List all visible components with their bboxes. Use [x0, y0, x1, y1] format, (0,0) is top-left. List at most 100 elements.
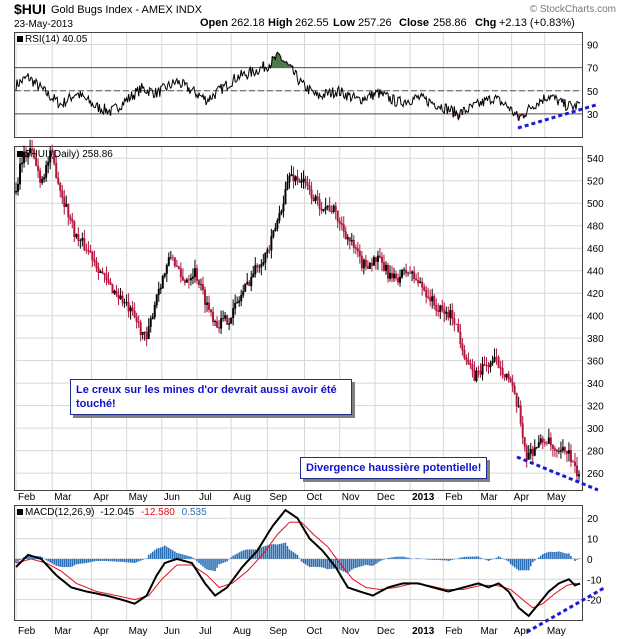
- macd-tick-0: -20: [587, 596, 602, 607]
- price-label: $HUI (Daily) 258.86: [25, 149, 113, 160]
- annotation-gold-bottom: Le creux sur les mines d'or devrait auss…: [70, 379, 352, 415]
- month-label-0-1: Feb: [18, 626, 36, 637]
- open-value: 262.18: [231, 17, 265, 29]
- month-label-2-0: Apr: [93, 492, 109, 503]
- price-tick-0: 260: [587, 469, 604, 480]
- rsi-tick-1: 50: [587, 87, 599, 98]
- month-label-14-1: Apr: [514, 626, 530, 637]
- axes: Feb Feb Mar Mar Apr Apr May May Jun Jun Jul Jul Aug A…: [18, 41, 604, 637]
- price-tick-10: 460: [587, 244, 604, 255]
- chart-date: 23-May-2013: [14, 19, 73, 30]
- month-label-4-1: Jun: [164, 626, 180, 637]
- price-tick-4: 340: [587, 379, 604, 390]
- chg-value: +2.13 (+0.83%): [499, 17, 575, 29]
- price-legend: $HUI (Daily) 258.86: [17, 149, 113, 160]
- price-legend-swatch: [17, 151, 23, 157]
- month-label-7-1: Sep: [269, 626, 287, 637]
- high-value: 262.55: [295, 17, 329, 29]
- month-label-8-0: Oct: [307, 492, 323, 503]
- month-label-10-0: Dec: [377, 492, 395, 503]
- rsi-tick-0: 30: [587, 110, 599, 121]
- month-label-11-1: 2013: [412, 626, 435, 637]
- macd-line: [15, 508, 581, 618]
- month-label-1-1: Mar: [54, 626, 72, 637]
- macd-legend-swatch: [17, 509, 23, 515]
- month-label-6-1: Aug: [233, 626, 251, 637]
- price-tick-13: 520: [587, 177, 604, 188]
- macd-plot: [15, 508, 605, 634]
- macd-tick-1: -10: [587, 575, 602, 586]
- price-tick-1: 280: [587, 447, 604, 458]
- price-tick-6: 380: [587, 334, 604, 345]
- month-label-13-1: Mar: [480, 626, 498, 637]
- price-plot: [15, 139, 599, 492]
- month-label-15-1: May: [547, 626, 566, 637]
- month-label-15-0: May: [547, 492, 566, 503]
- price-tick-14: 540: [587, 154, 604, 165]
- rsi-panel: [14, 32, 583, 138]
- index-name: Gold Bugs Index - AMEX INDX: [51, 4, 203, 16]
- high-label: High: [268, 17, 293, 29]
- month-label-0-0: Feb: [18, 492, 36, 503]
- macd-tick-4: 20: [587, 514, 599, 525]
- macd-signal-value: -12.580: [141, 507, 175, 518]
- close-label: Close: [399, 17, 429, 29]
- month-label-14-0: Apr: [514, 492, 530, 503]
- macd-legend: MACD(12,26,9) -12.045 -12.580 0.535: [17, 507, 207, 518]
- annotation-divergence: Divergence haussière potentielle!: [300, 457, 488, 479]
- month-label-10-1: Dec: [377, 626, 395, 637]
- price-tick-7: 400: [587, 312, 604, 323]
- month-label-12-1: Feb: [445, 626, 463, 637]
- month-label-7-0: Sep: [269, 492, 287, 503]
- macd-tick-3: 10: [587, 535, 599, 546]
- month-label-3-0: May: [129, 492, 148, 503]
- macd-value: -12.045: [100, 507, 134, 518]
- close-value: 258.86: [433, 17, 467, 29]
- chg-label: Chg: [475, 17, 496, 29]
- month-label-9-0: Nov: [342, 492, 360, 503]
- month-label-1-0: Mar: [54, 492, 72, 503]
- rsi-plot: [15, 51, 597, 130]
- price-tick-3: 320: [587, 402, 604, 413]
- price-tick-5: 360: [587, 357, 604, 368]
- open-label: Open: [200, 17, 228, 29]
- symbol-title: $HUI: [14, 1, 46, 17]
- rsi-legend-swatch: [17, 36, 23, 42]
- watermark: © StockCharts.com: [530, 4, 616, 15]
- month-label-2-1: Apr: [93, 626, 109, 637]
- price-tick-8: 420: [587, 289, 604, 300]
- macd-panel: [14, 505, 583, 621]
- month-label-4-0: Jun: [164, 492, 180, 503]
- month-label-11-0: 2013: [412, 492, 435, 503]
- macd-label-name: MACD(12,26,9): [25, 507, 94, 518]
- month-label-5-0: Jul: [199, 492, 212, 503]
- month-label-8-1: Oct: [307, 626, 323, 637]
- macd-divergence-line: [526, 586, 605, 634]
- month-label-12-0: Feb: [445, 492, 463, 503]
- month-label-3-1: May: [129, 626, 148, 637]
- rsi-divergence-line: [517, 103, 597, 130]
- price-divergence-line: [516, 455, 599, 492]
- price-tick-11: 480: [587, 222, 604, 233]
- month-label-9-1: Nov: [342, 626, 360, 637]
- rsi-legend: RSI(14) 40.05: [17, 34, 88, 45]
- macd-tick-2: 0: [587, 555, 593, 566]
- price-tick-2: 300: [587, 424, 604, 435]
- ohlc-readout: Open 262.18 High 262.55 Low 257.26 Close…: [200, 17, 575, 29]
- price-tick-12: 500: [587, 199, 604, 210]
- month-label-13-0: Mar: [480, 492, 498, 503]
- grid: [15, 33, 582, 620]
- rsi-tick-3: 90: [587, 41, 599, 52]
- rsi-tick-2: 70: [587, 64, 599, 75]
- month-label-5-1: Jul: [199, 626, 212, 637]
- price-tick-9: 440: [587, 267, 604, 278]
- macd-label: MACD(12,26,9) -12.045 -12.580 0.535: [25, 507, 207, 518]
- price-panel: [14, 146, 583, 491]
- low-value: 257.26: [358, 17, 392, 29]
- rsi-label: RSI(14) 40.05: [25, 34, 88, 45]
- low-label: Low: [333, 17, 355, 29]
- macd-hist-value: 0.535: [182, 507, 207, 518]
- rsi-line: [15, 51, 581, 121]
- month-label-6-0: Aug: [233, 492, 251, 503]
